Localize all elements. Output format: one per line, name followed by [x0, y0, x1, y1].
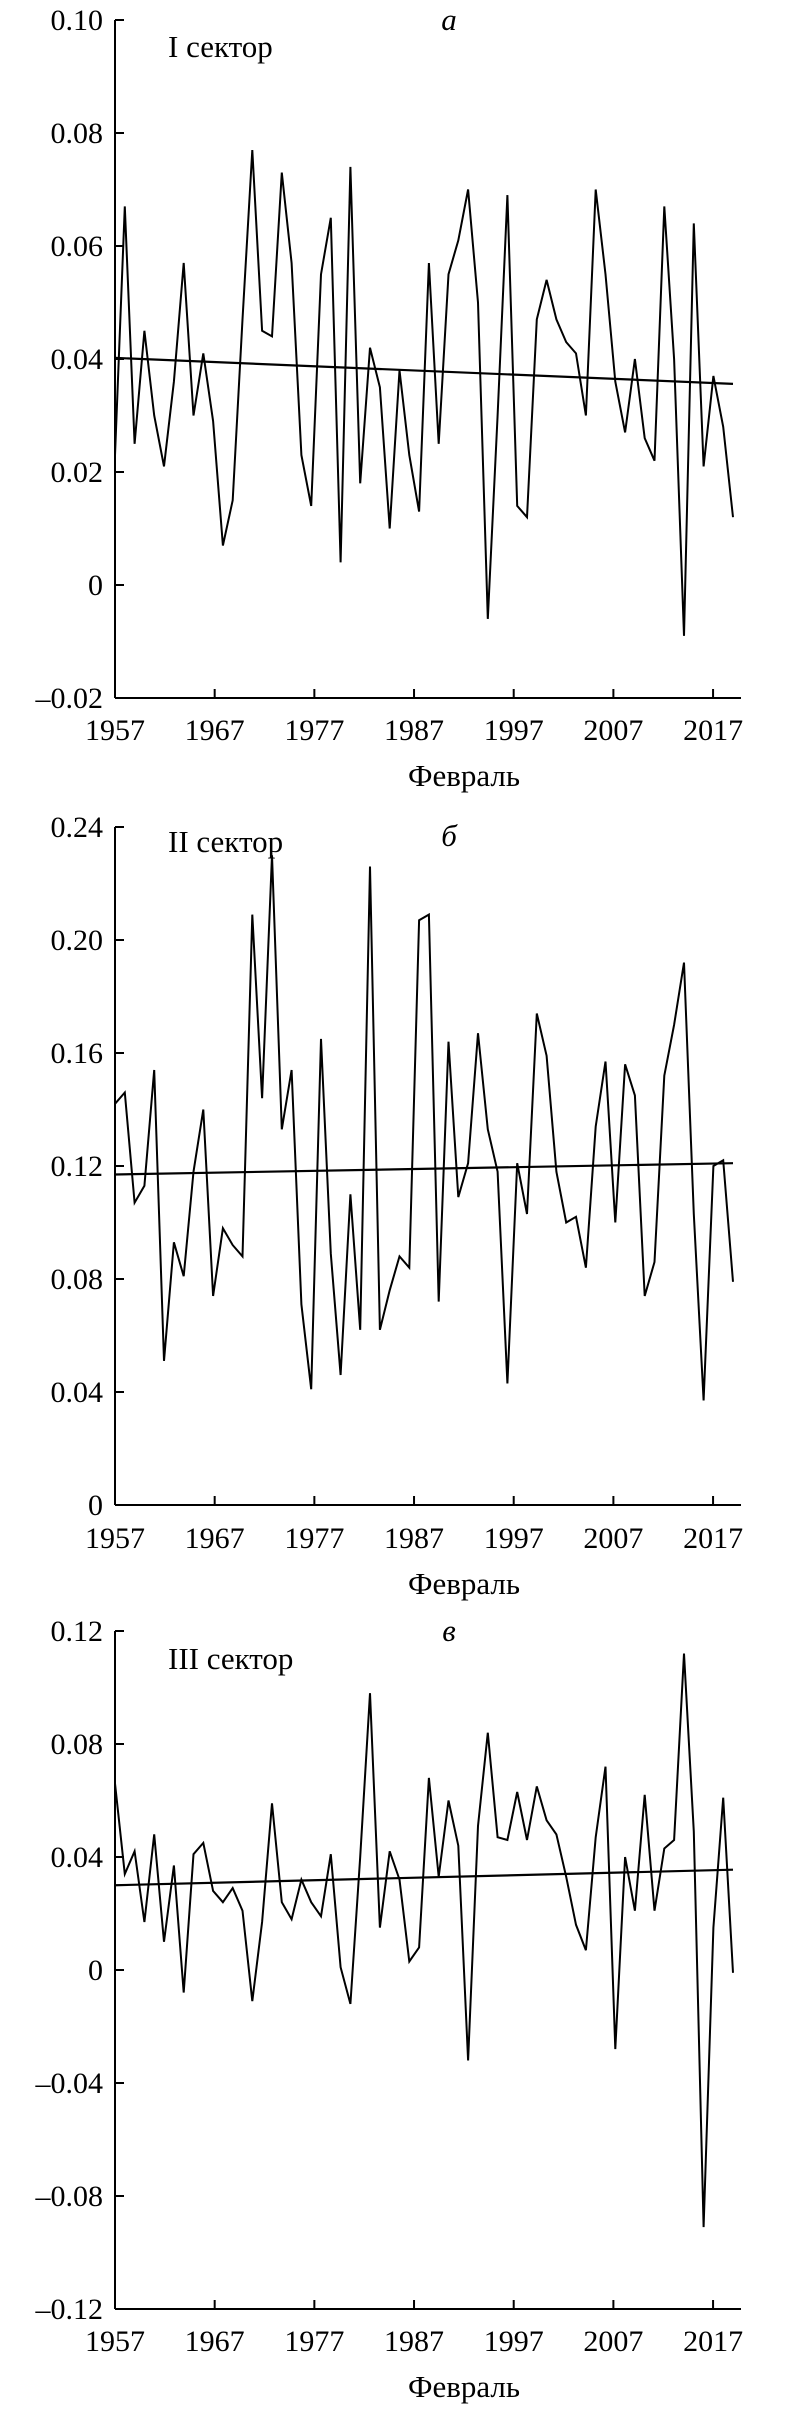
x-tick-label: 1987 [384, 1522, 444, 1555]
x-tick-label: 2017 [683, 1522, 743, 1555]
x-tick-label: 2007 [583, 2325, 643, 2358]
y-tick-label: 0.20 [51, 924, 104, 957]
y-tick-label: –0.08 [35, 2180, 104, 2213]
y-tick-label: 0.04 [51, 1376, 104, 1409]
x-tick-label: 1967 [185, 1522, 245, 1555]
data-series-line [114, 149, 734, 636]
x-tick-label: 1977 [284, 1522, 344, 1555]
x-tick-label: 1957 [85, 714, 145, 747]
y-tick-label: 0 [88, 1954, 103, 1987]
x-tick-label: 1987 [384, 2325, 444, 2358]
x-tick-label: 1997 [484, 2325, 544, 2358]
y-tick-label: 0.02 [51, 456, 104, 489]
x-tick-label: 1967 [185, 714, 245, 747]
y-tick-label: 0 [88, 569, 103, 602]
trend-line [114, 1868, 734, 1887]
trend-line [114, 1162, 734, 1176]
chart-title: II сектор [168, 824, 283, 859]
x-tick-label: 1967 [185, 2325, 245, 2358]
panel-letter: в [442, 1613, 455, 1648]
panel-letter: а [441, 2, 457, 37]
x-axis-title: Февраль [408, 1566, 520, 1601]
y-tick-label: –0.04 [35, 2067, 104, 2100]
x-tick-label: 1997 [484, 1522, 544, 1555]
y-tick-label: –0.02 [35, 682, 104, 715]
y-tick-label: 0.04 [51, 343, 104, 376]
x-tick-label: 2007 [583, 1522, 643, 1555]
x-tick-label: 2007 [583, 714, 643, 747]
x-tick-label: 1997 [484, 714, 544, 747]
x-axis-title: Февраль [408, 758, 520, 793]
x-tick-label: 2017 [683, 714, 743, 747]
x-axis-title: Февраль [408, 2369, 520, 2404]
y-tick-label: 0.08 [51, 117, 104, 150]
x-tick-label: 1977 [284, 2325, 344, 2358]
x-tick-label: 1957 [85, 1522, 145, 1555]
trend-line [114, 356, 734, 385]
x-tick-label: 1987 [384, 714, 444, 747]
data-series-line [114, 855, 734, 1401]
y-tick-label: 0.10 [51, 4, 104, 37]
y-tick-label: 0.12 [51, 1150, 104, 1183]
chart-panel-2: 0 0.04 0.08 0.12 0.16 0.20 0.24 1957 1967 1977 198… [51, 811, 744, 1601]
y-tick-label: 0 [88, 1489, 103, 1522]
chart-title: I сектор [168, 29, 273, 64]
x-tick-label: 1957 [85, 2325, 145, 2358]
chart-panel-1: –0.02 0 0.02 0.04 0.06 0.08 0.10 1957 1967 1977 19… [35, 2, 744, 793]
y-tick-label: 0.12 [51, 1615, 104, 1648]
y-tick-label: 0.08 [51, 1728, 104, 1761]
x-tick-label: 1977 [284, 714, 344, 747]
chart-title: III сектор [168, 1641, 293, 1676]
chart-panel-3: –0.12 –0.08 –0.04 0 0.04 0.08 0.12 1957 1967 1977… [35, 1613, 744, 2404]
panel-letter: б [441, 818, 458, 853]
y-tick-label: 0.08 [51, 1263, 104, 1296]
x-tick-label: 2017 [683, 2325, 743, 2358]
y-tick-label: 0.04 [51, 1841, 104, 1874]
y-tick-label: 0.06 [51, 230, 104, 263]
y-tick-label: 0.24 [51, 811, 104, 844]
y-tick-label: –0.12 [35, 2293, 104, 2326]
data-series-line [114, 1653, 734, 2228]
y-tick-label: 0.16 [51, 1037, 104, 1070]
